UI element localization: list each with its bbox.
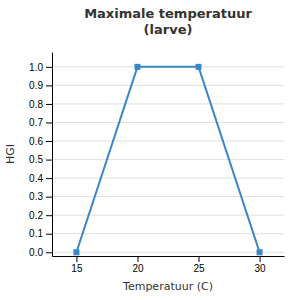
tick: 0.9 [29,80,52,91]
tick: 0.1 [29,228,52,239]
tick: 15 [71,256,83,274]
tick-mark [46,178,52,179]
tick-label: 25 [193,263,205,274]
tick-mark [46,141,52,142]
tick: 1.0 [29,62,52,73]
axis-line [52,53,53,257]
tick-label: 20 [132,263,144,274]
tick-mark [46,234,52,235]
tick-label: 1.0 [29,62,43,73]
tick-mark [46,215,52,216]
grid-line [52,178,284,179]
y-axis: 0.0 0.1 0.2 0.3 0.4 0.5 0.6 0.7 0.8 0.9 1.0 [29,53,52,258]
tick-mark [46,252,52,253]
chart: 15 20 25 30 0.0 0.1 0.2 0.3 0.4 0.5 0.6 0.7 0.8 0.9 1.… [0,0,300,300]
title: Maximale temperatuur(larve) [84,6,252,37]
tick: 0.0 [29,247,52,258]
marker [134,64,140,70]
tick-mark [46,85,52,86]
tick-mark [137,256,138,262]
grid-line [52,196,284,197]
grid-line [52,159,284,160]
tick: 0.4 [29,173,52,184]
grid-line [52,122,284,123]
series [73,64,262,255]
tick-label: 0.8 [29,99,43,110]
grid-line [52,252,284,253]
marker [257,249,263,255]
tick-label: 0.2 [29,210,43,221]
tick-label: 0.4 [29,173,43,184]
tick-mark [199,256,200,262]
tick-label: 15 [71,263,83,274]
tick: 0.8 [29,99,52,110]
tick: 0.3 [29,191,52,202]
tick-label: 0.1 [29,228,43,239]
x-axis: 15 20 25 30 [53,256,285,274]
tick-mark [46,160,52,161]
x-axis-title: Temperatuur (C) [122,280,213,293]
tick-label: 30 [255,263,267,274]
line [76,67,259,252]
tick: 20 [132,256,144,274]
grid-line [52,103,284,104]
y-axis-title: HGI [4,144,17,164]
tick-label: 0.6 [29,136,43,147]
tick-mark [46,197,52,198]
grid [52,67,284,252]
tick-mark [76,256,77,262]
marker [196,64,202,70]
tick: 0.7 [29,117,52,128]
marker [73,249,79,255]
plot: 15 20 25 30 0.0 0.1 0.2 0.3 0.4 0.5 0.6 0.7 0.8 0.9 1.… [29,53,284,275]
tick-mark [260,256,261,262]
tick-label: 0.0 [29,247,43,258]
grid-line [52,141,284,142]
tick: 0.6 [29,136,52,147]
tick: 25 [193,256,205,274]
tick-mark [46,104,52,105]
grid-line [52,233,284,234]
tick: 0.5 [29,154,52,165]
tick: 0.2 [29,210,52,221]
grid-line [52,215,284,216]
tick-label: 0.9 [29,80,43,91]
tick-label: 0.7 [29,117,43,128]
tick-label: 0.5 [29,154,43,165]
axis-line [53,256,285,257]
tick-mark [46,122,52,123]
grid-line [52,85,284,86]
tick-label: 0.3 [29,191,43,202]
tick: 30 [255,256,267,274]
tick-mark [46,67,52,68]
